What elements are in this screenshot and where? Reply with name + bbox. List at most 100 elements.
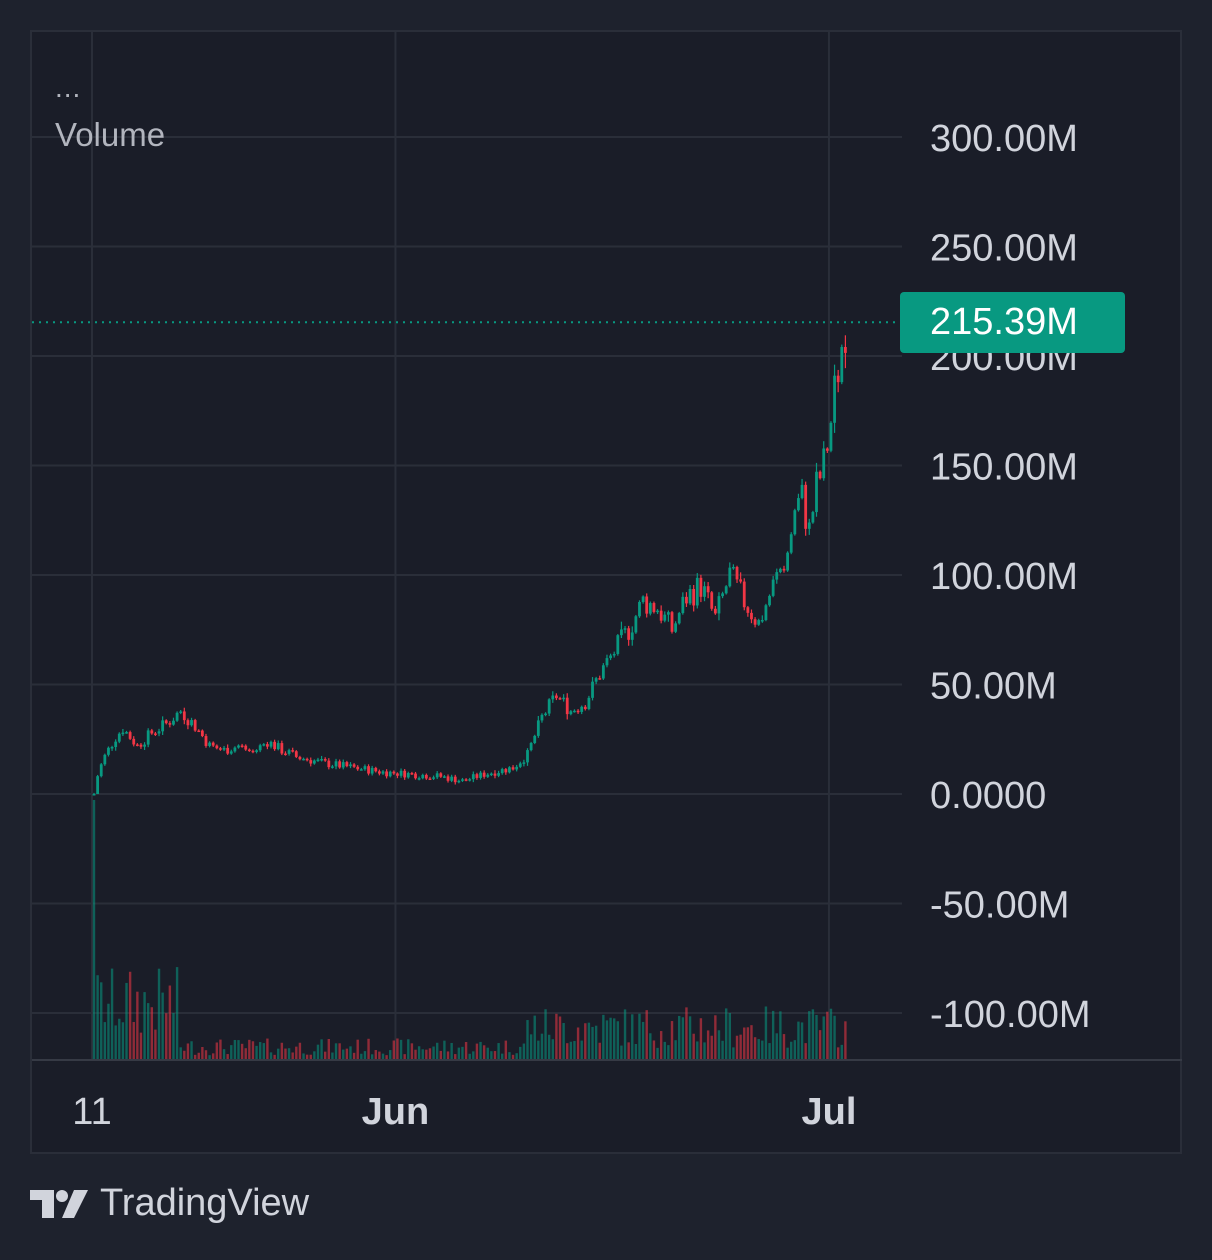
volume-bar xyxy=(721,1040,724,1060)
volume-bar xyxy=(699,1018,703,1060)
volume-bar xyxy=(753,1037,757,1060)
candle-body xyxy=(385,771,389,777)
candle-body xyxy=(345,762,349,767)
volume-bar xyxy=(685,1007,688,1060)
volume-bar xyxy=(493,1051,497,1060)
candle-body xyxy=(309,760,313,764)
candle-body xyxy=(190,720,193,726)
candle-body xyxy=(489,773,493,776)
volume-bar xyxy=(277,1048,280,1060)
candle-body xyxy=(291,750,295,752)
candle-body xyxy=(630,632,634,640)
volume-bar xyxy=(320,1039,323,1060)
volume-bar xyxy=(768,1043,771,1060)
candle-body xyxy=(302,758,305,761)
candle-body xyxy=(540,714,544,721)
candle-body xyxy=(247,749,251,752)
candle-body xyxy=(721,593,724,597)
candle-body xyxy=(844,347,847,353)
candle-body xyxy=(421,774,425,779)
volume-bar xyxy=(432,1046,435,1060)
candle-body xyxy=(497,773,500,776)
candle-body xyxy=(659,610,663,621)
candle-body xyxy=(551,695,555,700)
candle-body xyxy=(609,655,612,659)
candle-body xyxy=(175,712,179,721)
x-tick-label: Jul xyxy=(801,1091,856,1133)
volume-bar xyxy=(193,1054,197,1060)
volume-bar xyxy=(696,1041,699,1060)
volume-bar xyxy=(157,968,161,1060)
volume-bar xyxy=(739,1034,742,1060)
candle-body xyxy=(504,769,508,773)
candle-body xyxy=(724,586,728,594)
volume-bar xyxy=(342,1049,345,1060)
candle-body xyxy=(771,579,775,596)
volume-bar xyxy=(724,1008,728,1060)
volume-bar xyxy=(222,1049,226,1060)
volume-bar xyxy=(132,1022,135,1060)
volume-bar xyxy=(472,1051,475,1060)
volume-bar xyxy=(439,1050,442,1060)
candle-body xyxy=(688,588,692,604)
candle-body xyxy=(475,774,479,778)
menu-dots-icon[interactable]: ... xyxy=(55,72,82,103)
candle-body xyxy=(627,628,631,640)
candle-body xyxy=(435,773,439,778)
candle-body xyxy=(638,601,641,617)
candle-body xyxy=(219,748,222,750)
candle-body xyxy=(623,628,627,630)
candle-body xyxy=(211,742,215,746)
candle-body xyxy=(316,759,320,762)
volume-bar xyxy=(735,1035,739,1060)
candle-body xyxy=(760,620,764,622)
volume-bar xyxy=(771,1010,775,1060)
volume-bar xyxy=(208,1055,211,1060)
volume-bar xyxy=(212,1053,215,1060)
candle-body xyxy=(327,760,331,768)
candle-body xyxy=(150,730,154,734)
volume-bar xyxy=(186,1043,190,1060)
volume-bar xyxy=(370,1054,374,1060)
chart-frame[interactable]: 300.00M 250.00M 200.00M 150.00M 100.00M 50.00… xyxy=(30,30,1182,1154)
candle-body xyxy=(92,794,96,796)
candle-body xyxy=(341,762,345,768)
candle-body xyxy=(428,778,432,781)
chart-plot[interactable]: 300.00M250.00M200.00M150.00M100.00M50.00… xyxy=(32,32,1184,1156)
volume-bar xyxy=(790,1041,793,1060)
volume-bar xyxy=(201,1046,204,1060)
candle-body xyxy=(146,730,150,745)
volume-bar xyxy=(678,1015,681,1060)
y-axis-labels: 300.00M250.00M200.00M150.00M100.00M50.00… xyxy=(930,118,1091,1036)
candle-body xyxy=(121,732,125,735)
volume-bar xyxy=(537,1040,540,1060)
candle-body xyxy=(840,347,844,383)
candle-body xyxy=(320,759,323,761)
candle-body xyxy=(573,710,576,713)
candle-body xyxy=(110,746,114,749)
volume-bar xyxy=(584,1023,587,1060)
candle-body xyxy=(685,596,688,604)
footer-branding[interactable]: TradingView xyxy=(30,1182,309,1225)
candlesticks xyxy=(92,335,847,796)
candle-body xyxy=(811,512,815,523)
volume-bar xyxy=(522,1043,526,1060)
volume-bar xyxy=(692,1033,695,1060)
candle-body xyxy=(432,777,435,779)
candle-body xyxy=(526,750,529,763)
volume-bar xyxy=(547,1034,551,1060)
volume-bar xyxy=(92,800,96,1060)
candle-body xyxy=(634,616,638,633)
candle-body xyxy=(620,629,623,636)
x-tick-label: Jun xyxy=(362,1091,430,1133)
volume-bar xyxy=(258,1042,262,1060)
volume-bar xyxy=(204,1050,208,1060)
volume-bar xyxy=(378,1051,381,1060)
tradingview-logo-icon xyxy=(30,1189,88,1218)
volume-bar xyxy=(533,1015,536,1060)
candle-body xyxy=(583,706,587,710)
volume-bar xyxy=(457,1047,461,1060)
candle-body xyxy=(789,534,793,553)
candle-body xyxy=(258,745,262,751)
volume-bar xyxy=(627,1042,630,1060)
